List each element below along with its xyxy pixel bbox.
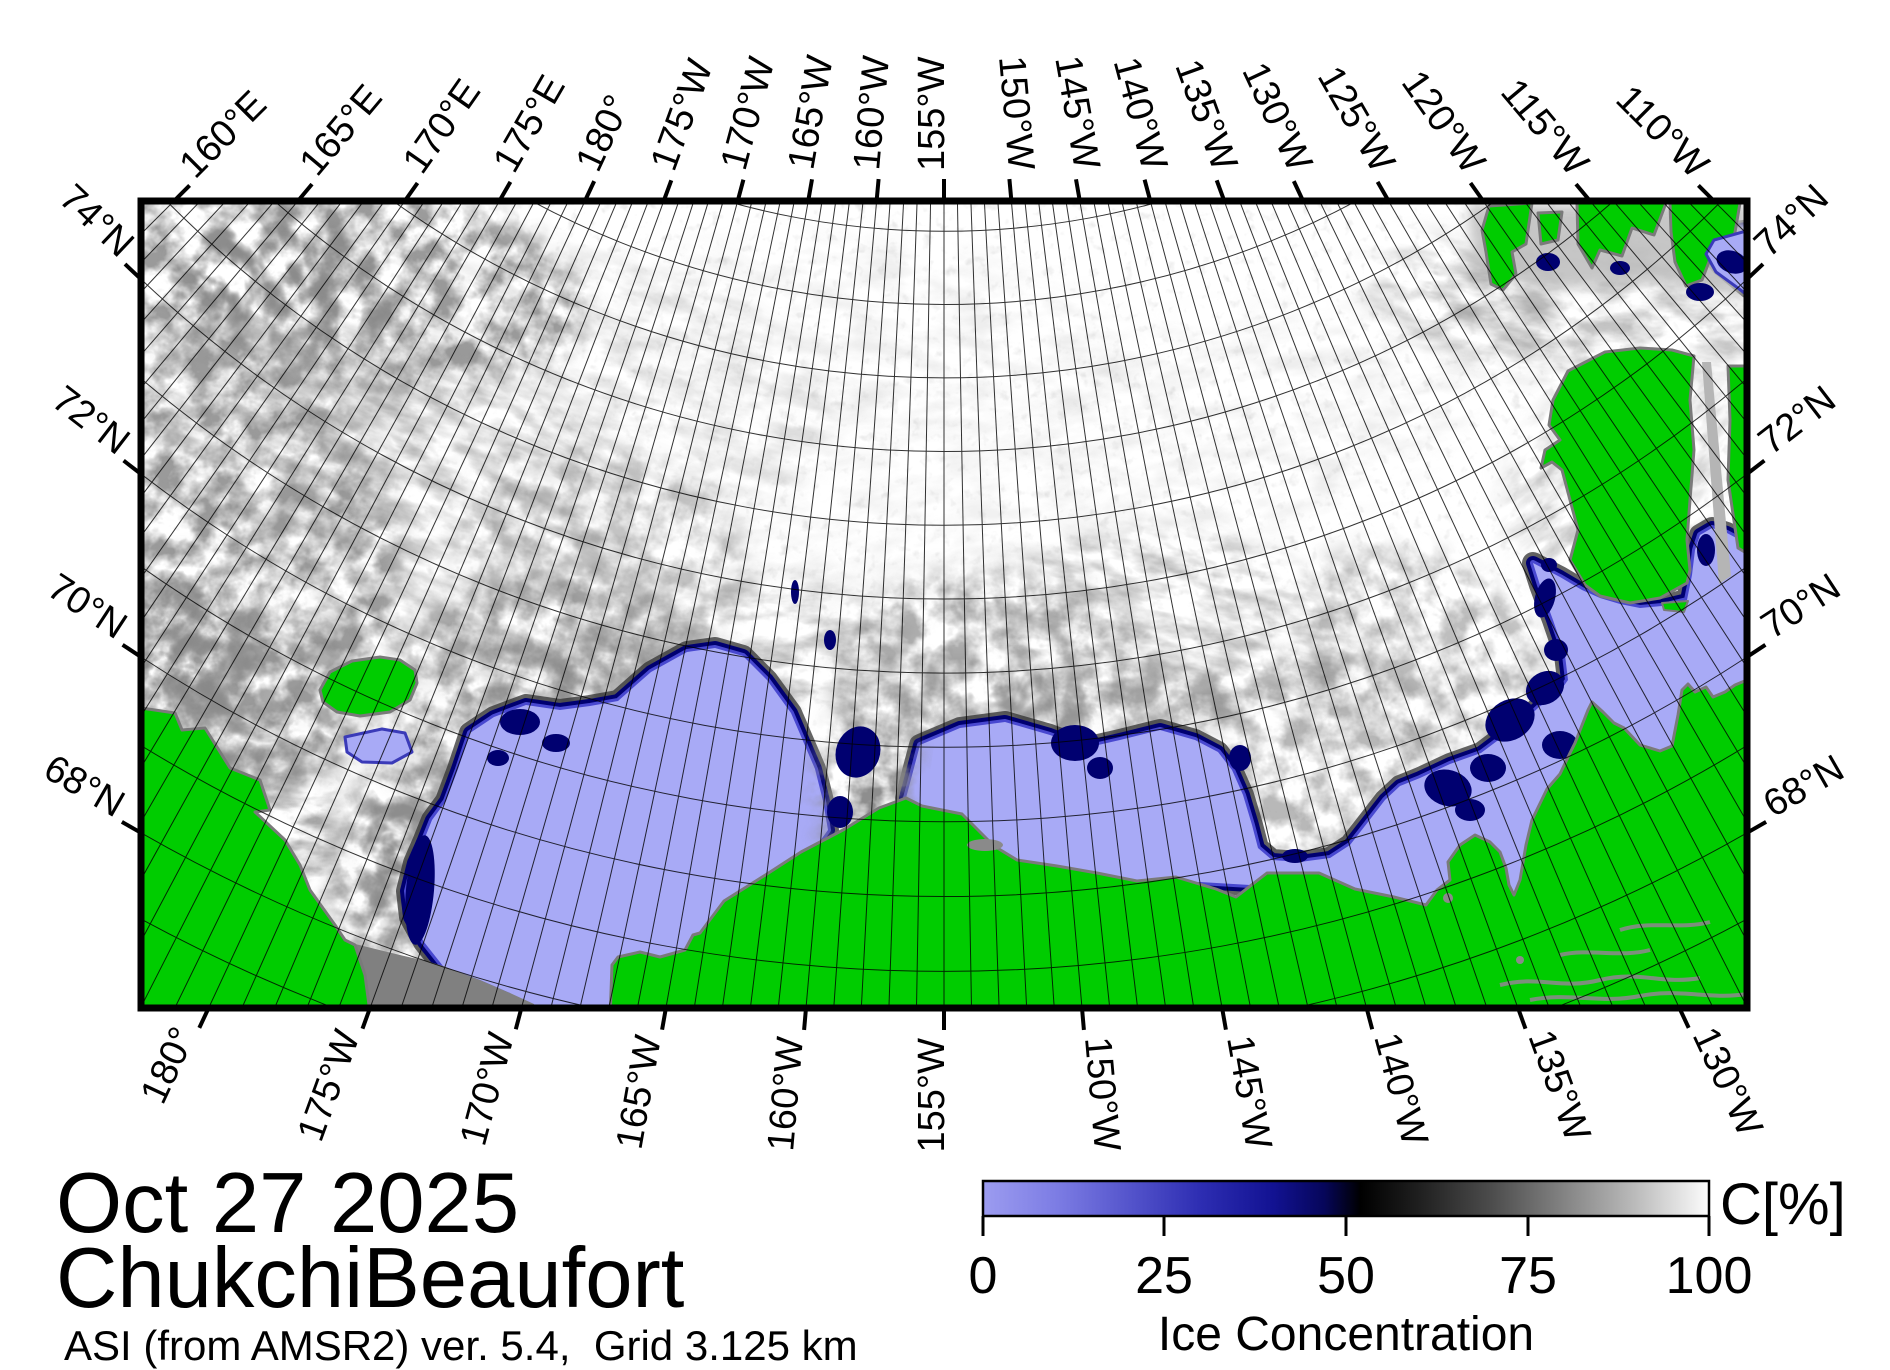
svg-text:Oct 27 2025: Oct 27 2025 xyxy=(56,1156,519,1251)
svg-text:70°N: 70°N xyxy=(40,566,134,648)
svg-text:125°W: 125°W xyxy=(1309,59,1403,179)
svg-text:135°W: 135°W xyxy=(1520,1025,1599,1147)
svg-text:72°N: 72°N xyxy=(44,378,137,463)
svg-text:25: 25 xyxy=(1135,1247,1193,1305)
svg-text:160°W: 160°W xyxy=(760,1035,812,1153)
svg-text:145°W: 145°W xyxy=(1218,1032,1279,1152)
svg-text:140°W: 140°W xyxy=(1105,53,1175,175)
svg-text:145°W: 145°W xyxy=(1046,53,1107,173)
svg-text:74°N: 74°N xyxy=(51,177,142,266)
svg-text:150°W: 150°W xyxy=(990,54,1042,172)
svg-text:180°: 180° xyxy=(133,1021,204,1110)
svg-text:0: 0 xyxy=(969,1247,998,1305)
svg-text:115°W: 115°W xyxy=(1492,71,1596,184)
svg-text:75: 75 xyxy=(1499,1247,1557,1305)
svg-text:160°E: 160°E xyxy=(172,83,275,186)
svg-text:165°W: 165°W xyxy=(609,1032,670,1152)
svg-text:155°W: 155°W xyxy=(911,56,953,171)
svg-text:72°N: 72°N xyxy=(1751,378,1844,463)
svg-text:140°W: 140°W xyxy=(1365,1028,1435,1150)
svg-text:68°N: 68°N xyxy=(1757,747,1852,826)
svg-text:68°N: 68°N xyxy=(37,747,132,826)
svg-text:175°E: 175°E xyxy=(485,68,573,179)
svg-text:180°: 180° xyxy=(568,89,639,178)
svg-text:100: 100 xyxy=(1666,1247,1753,1305)
svg-text:50: 50 xyxy=(1317,1247,1375,1305)
svg-text:C[%]: C[%] xyxy=(1720,1172,1846,1237)
svg-text:165°W: 165°W xyxy=(781,52,842,172)
svg-text:74°N: 74°N xyxy=(1746,177,1837,266)
svg-text:110°W: 110°W xyxy=(1608,78,1717,187)
svg-text:Ice Concentration: Ice Concentration xyxy=(1158,1308,1534,1361)
svg-text:120°W: 120°W xyxy=(1393,63,1493,181)
svg-text:160°W: 160°W xyxy=(846,54,898,172)
svg-text:135°W: 135°W xyxy=(1166,54,1245,176)
svg-text:165°E: 165°E xyxy=(292,77,391,184)
svg-text:155°W: 155°W xyxy=(911,1038,953,1153)
svg-text:175°W: 175°W xyxy=(290,1025,369,1147)
svg-text:130°W: 130°W xyxy=(1233,56,1319,178)
svg-text:ASI (from AMSR2) ver. 5.4, Gr: ASI (from AMSR2) ver. 5.4, Grid 3.125 km xyxy=(64,1322,858,1369)
svg-text:130°W: 130°W xyxy=(1684,1021,1770,1143)
svg-text:ChukchiBeaufort: ChukchiBeaufort xyxy=(56,1231,684,1326)
svg-text:175°W: 175°W xyxy=(643,54,722,176)
svg-text:150°W: 150°W xyxy=(1076,1035,1128,1153)
svg-text:170°W: 170°W xyxy=(452,1028,522,1150)
svg-text:70°N: 70°N xyxy=(1754,566,1848,648)
svg-text:170°W: 170°W xyxy=(713,53,783,175)
svg-text:170°E: 170°E xyxy=(395,72,489,181)
